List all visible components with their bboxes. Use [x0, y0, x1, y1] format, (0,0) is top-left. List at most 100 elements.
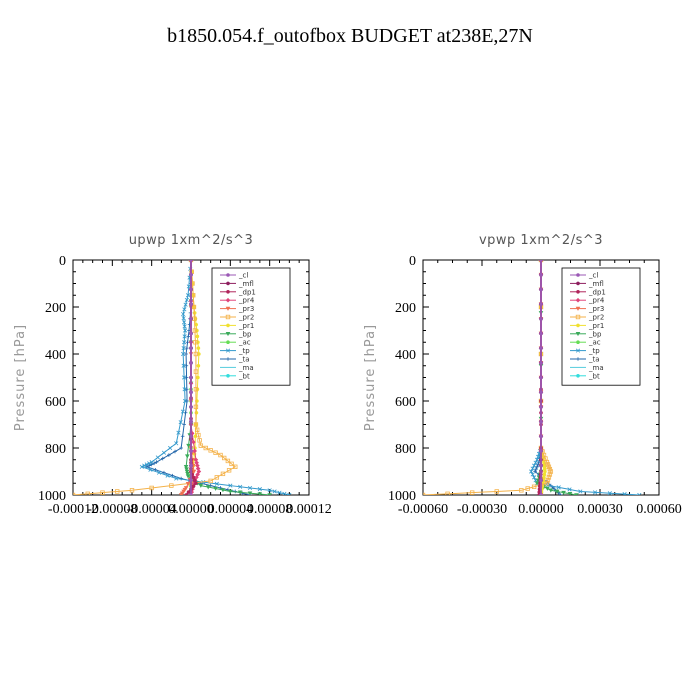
series-point — [184, 297, 189, 303]
legend-entry: _mfl — [588, 280, 604, 288]
series-point — [607, 491, 612, 495]
series-point — [191, 439, 196, 445]
legend-entry: _bp — [588, 330, 602, 338]
legend-entry: _pr1 — [588, 322, 604, 330]
series-point — [282, 491, 287, 495]
series-point — [185, 454, 190, 459]
series-point — [539, 390, 543, 394]
series-point — [257, 492, 263, 495]
series-point — [622, 492, 627, 495]
legend-marker — [575, 348, 581, 353]
legend-marker — [575, 314, 581, 320]
x-tick-label: -0.00008 — [87, 502, 137, 517]
legend-entry: _bt — [588, 372, 600, 380]
series-point — [192, 448, 197, 454]
series-point — [181, 316, 186, 321]
series-point — [192, 478, 197, 483]
series-point — [193, 387, 199, 392]
legend-entry: _pr4 — [588, 297, 605, 305]
y-axis-label: Pressure [hPa] — [13, 324, 28, 431]
legend-marker — [576, 357, 580, 361]
series-point — [228, 489, 233, 494]
series-point — [539, 302, 543, 306]
series-point — [184, 363, 189, 368]
series-point — [226, 468, 232, 473]
legend-entry: _pr2 — [238, 314, 254, 322]
series-point — [539, 449, 543, 453]
series-point — [539, 375, 543, 380]
series-point — [533, 460, 538, 465]
series-point — [182, 375, 187, 380]
series-point — [532, 475, 537, 480]
series-point — [561, 490, 566, 495]
series-point — [185, 346, 189, 350]
series-point — [184, 493, 188, 495]
y-axis-label: Pressure [hPa] — [363, 324, 378, 431]
series-point — [445, 491, 450, 495]
series-point — [174, 476, 179, 481]
y-tick-label: 1000 — [38, 489, 66, 504]
x-tick-label: 0.00004 — [208, 502, 254, 517]
series-point — [129, 488, 135, 493]
series-point — [189, 260, 193, 262]
series-point — [539, 419, 543, 424]
series-point — [542, 475, 546, 480]
series-point — [545, 486, 550, 491]
series-point — [529, 469, 534, 474]
x-tick-label: 0.00000 — [168, 502, 214, 517]
series-point — [423, 492, 426, 495]
legend-entry: _pr3 — [238, 305, 254, 313]
series-point — [182, 422, 186, 427]
series-point — [189, 493, 193, 495]
series-point — [189, 302, 193, 306]
series-point — [525, 486, 530, 491]
legend-marker — [576, 374, 580, 378]
series-point — [233, 464, 238, 469]
series-point — [156, 470, 162, 475]
series-point — [593, 490, 598, 495]
series-point — [535, 465, 539, 469]
series-point — [544, 459, 550, 465]
series-point — [181, 311, 186, 317]
series-point — [184, 352, 188, 356]
series-point — [539, 405, 543, 409]
legend-entry: _ta — [238, 356, 250, 364]
legend-marker — [226, 357, 230, 361]
y-tick-label: 1000 — [388, 489, 416, 504]
series-point — [208, 478, 213, 484]
series-point — [182, 307, 187, 312]
plot-area — [423, 260, 642, 495]
series-point — [567, 492, 573, 495]
series-point — [277, 490, 282, 495]
series-cl — [189, 260, 193, 495]
series-point — [546, 464, 552, 469]
series-point — [139, 464, 144, 469]
series-point — [196, 363, 201, 368]
series-point — [168, 445, 173, 451]
series-point — [173, 449, 177, 454]
series-point — [182, 320, 187, 325]
series-point — [176, 430, 181, 435]
x-tick-label: -0.00030 — [457, 502, 507, 517]
series-point — [547, 472, 553, 477]
series-point — [148, 467, 153, 472]
series-point — [547, 466, 553, 472]
series-point — [165, 473, 170, 478]
series-point — [534, 457, 540, 462]
series-point — [542, 472, 547, 477]
legend-marker — [225, 314, 231, 320]
series-point — [179, 446, 183, 450]
x-tick-label: -0.00060 — [398, 502, 448, 517]
series-point — [220, 488, 226, 493]
x-tick-label: 0.00060 — [636, 502, 682, 517]
series-point — [247, 485, 253, 491]
series-line — [423, 260, 552, 495]
series-point — [194, 481, 198, 486]
legend-entry: _bt — [238, 372, 250, 380]
legend-entry: _cl — [588, 272, 598, 280]
x-tick-label: -0.00004 — [127, 502, 177, 517]
series-point — [193, 369, 199, 374]
series-point — [539, 361, 543, 365]
series-point — [189, 361, 193, 365]
